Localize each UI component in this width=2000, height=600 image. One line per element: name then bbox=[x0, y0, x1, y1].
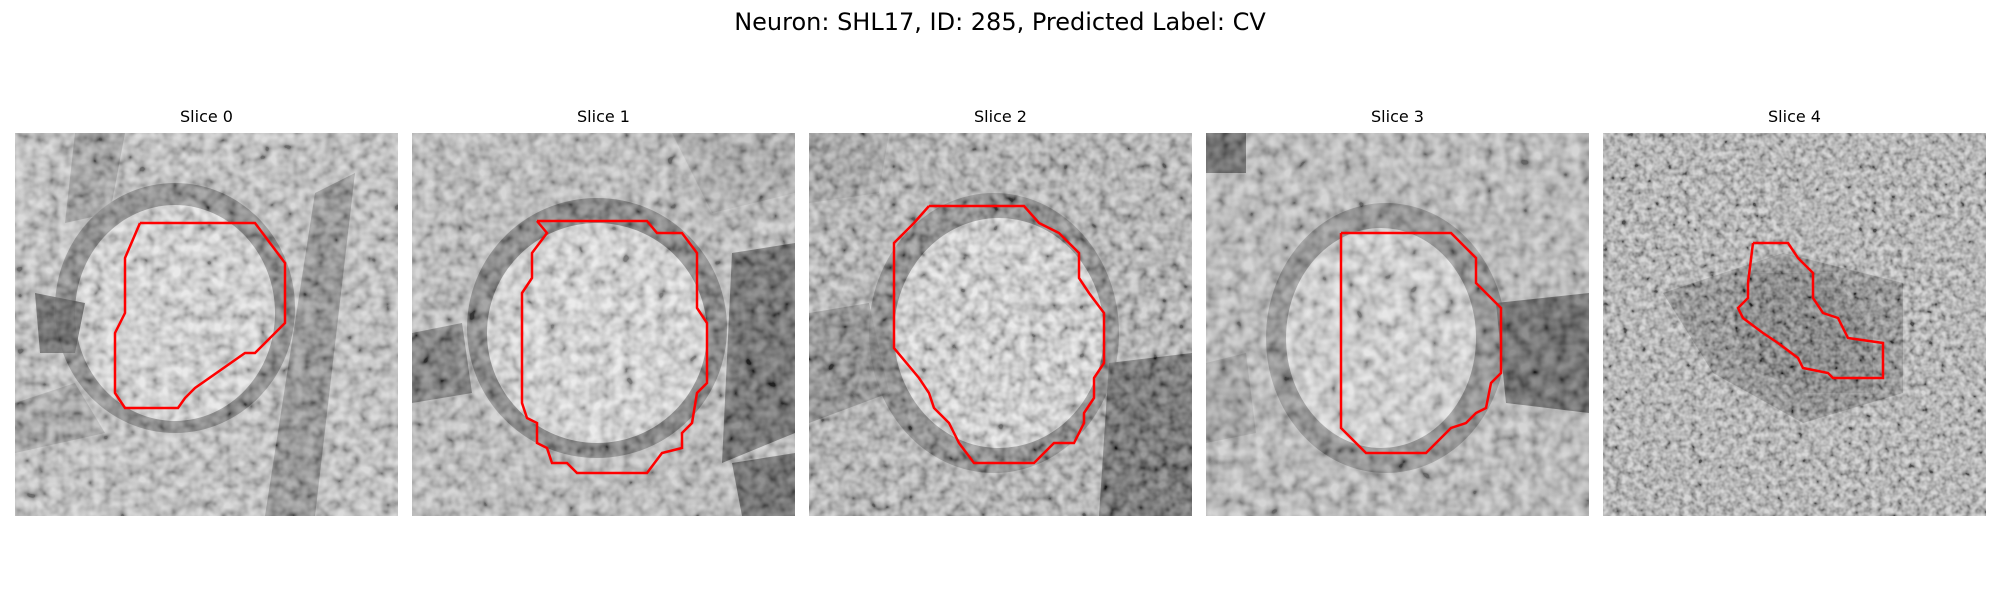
slice-title-4: Slice 4 bbox=[1768, 107, 1821, 126]
contour-1 bbox=[520, 219, 709, 475]
slice-panel-4: Slice 4 bbox=[1603, 107, 1986, 516]
contour-3 bbox=[1339, 231, 1503, 455]
slice-title-0: Slice 0 bbox=[180, 107, 233, 126]
slice-panel-3: Slice 3 bbox=[1206, 107, 1589, 516]
contour-2 bbox=[892, 204, 1106, 465]
slice-image-0 bbox=[15, 133, 398, 516]
slice-title-3: Slice 3 bbox=[1371, 107, 1424, 126]
slice-image-2 bbox=[809, 133, 1192, 516]
slice-image-3 bbox=[1206, 133, 1589, 516]
slice-title-1: Slice 1 bbox=[577, 107, 630, 126]
slice-panel-0: Slice 0 bbox=[15, 107, 398, 516]
figure-title: Neuron: SHL17, ID: 285, Predicted Label:… bbox=[734, 8, 1266, 36]
slice-image-4 bbox=[1603, 133, 1986, 516]
contour-0 bbox=[113, 221, 287, 410]
contour-4 bbox=[1736, 241, 1885, 380]
slice-panel-1: Slice 1 bbox=[412, 107, 795, 516]
slice-title-2: Slice 2 bbox=[974, 107, 1027, 126]
slice-image-1 bbox=[412, 133, 795, 516]
slice-panel-2: Slice 2 bbox=[809, 107, 1192, 516]
